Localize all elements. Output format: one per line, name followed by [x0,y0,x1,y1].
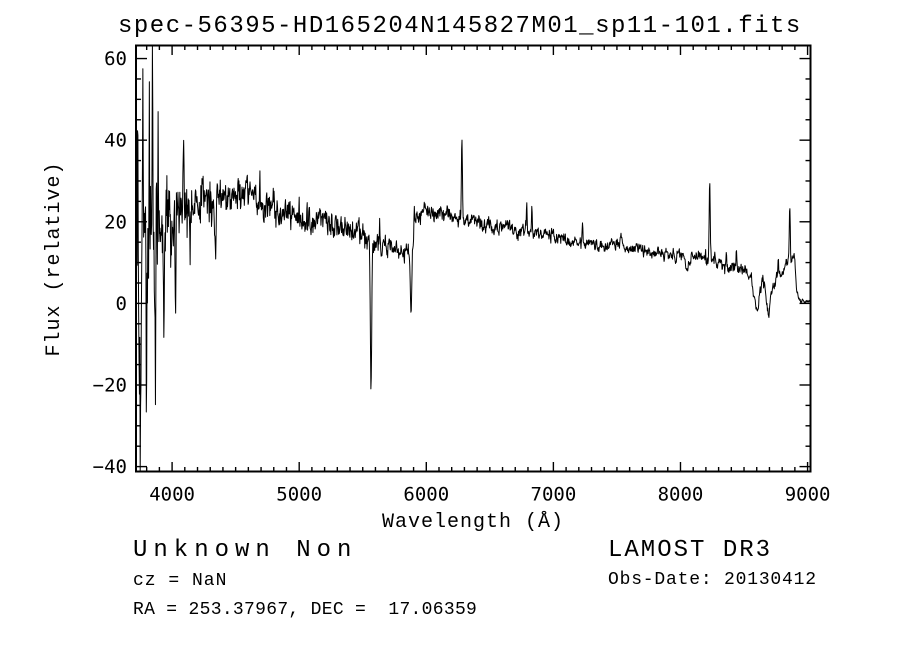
x-tick-label: 7000 [531,484,577,506]
plot-title: spec-56395-HD165204N145827M01_sp11-101.f… [118,13,802,40]
plot-frame [135,44,812,473]
y-tick-label: 20 [104,211,127,233]
x-axis-label: Wavelength (Å) [381,511,565,534]
x-tick-label: 5000 [276,484,322,506]
y-tick-label: 40 [104,130,127,152]
y-tick-label: −20 [93,374,127,396]
y-tick-label: −40 [93,456,127,478]
x-tick-label: 8000 [658,484,704,506]
x-tick-label: 6000 [403,484,449,506]
ra-dec-value: RA = 253.37967, DEC = 17.06359 [133,600,478,620]
y-tick-label: 0 [116,293,127,315]
y-tick-label: 60 [104,48,127,70]
survey-label: LAMOST DR3 [608,537,773,564]
x-tick-label: 9000 [785,484,831,506]
x-tick-label: 4000 [149,484,195,506]
classification-label: Unknown Non [133,537,358,564]
obs-date-value: Obs-Date: 20130412 [608,570,817,590]
cz-value: cz = NaN [133,571,228,591]
spectrum-line [136,45,811,472]
